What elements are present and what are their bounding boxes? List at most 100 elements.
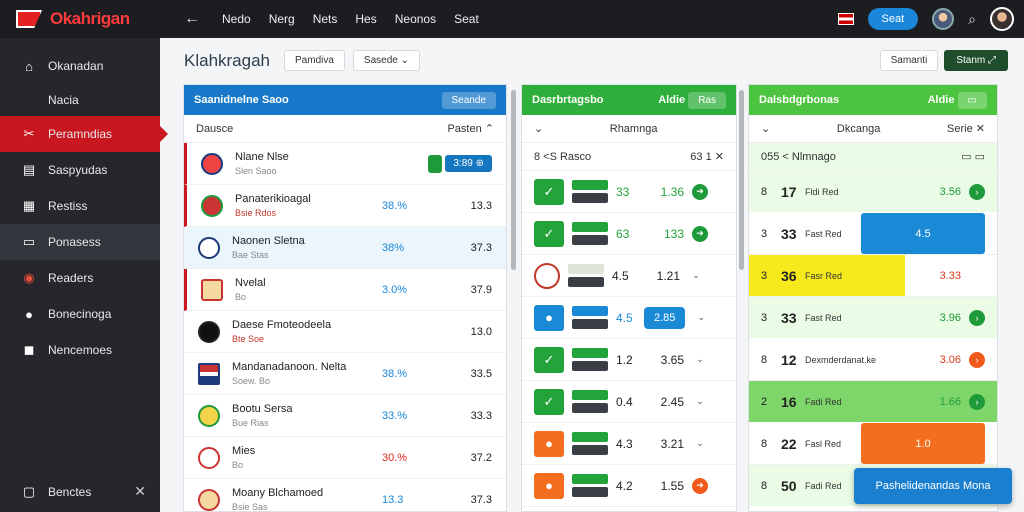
odds-value: 133: [663, 226, 684, 241]
odds-row[interactable]: 4.5 3 33 Fast Red ›: [749, 213, 997, 255]
check-icon[interactable]: ✓: [534, 388, 564, 415]
table-row[interactable]: Mandanadanoon. Nelta Soew. Bo 38.% 33.5: [184, 353, 506, 395]
close-icon[interactable]: ✕: [134, 483, 146, 499]
status-icon[interactable]: [534, 262, 560, 289]
table-row[interactable]: Nlane Nlse Slen Saoo 3:89 ⊛: [184, 143, 506, 185]
score-chip[interactable]: 3:89 ⊛: [445, 155, 492, 172]
odds-row[interactable]: 8 12 Dexmderdanat.ke 3.06 ›: [749, 339, 997, 381]
action-icon[interactable]: ➜: [692, 183, 708, 200]
action-icon[interactable]: ›: [969, 393, 985, 410]
sidebar-item-home[interactable]: ⌂ Okanadan: [0, 48, 160, 84]
panel-button[interactable]: Seande: [441, 91, 496, 109]
panel-button[interactable]: ▭: [957, 92, 987, 109]
match-row[interactable]: 4.5 1.21 ⌄: [522, 255, 736, 297]
highlight-cell[interactable]: 1.0: [861, 423, 985, 464]
table-row[interactable]: Mies Bo 30.% 37.2: [184, 437, 506, 479]
table-row[interactable]: Nvelal Bo 3.0% 37.9: [184, 269, 506, 311]
top-nav-item[interactable]: Seat: [454, 12, 479, 26]
action-icon[interactable]: ⌄: [697, 312, 706, 322]
top-nav-item[interactable]: Nets: [312, 12, 338, 26]
score-control[interactable]: 3:89 ⊛: [428, 154, 492, 173]
primary-button[interactable]: Stanm ⤢: [944, 50, 1008, 71]
highlight-cell[interactable]: [749, 255, 905, 296]
status-icon[interactable]: ●: [534, 472, 564, 499]
toast-notification[interactable]: Pashelidenandas Mona: [854, 468, 1012, 504]
sidebar-item-label: Peramndias: [48, 127, 113, 141]
top-nav-item[interactable]: Neonos: [394, 12, 437, 26]
check-icon[interactable]: ✓: [534, 178, 564, 205]
table-row[interactable]: Moany Blchamoed Bsie Sas 13.3 37.3: [184, 479, 506, 511]
close-icon[interactable]: ✕: [975, 123, 985, 135]
odds-row[interactable]: 1.0 8 22 Fasl Red ›: [749, 423, 997, 465]
tag: [572, 235, 608, 245]
action-icon[interactable]: ➜: [692, 477, 708, 494]
odds-row[interactable]: 8 17 Fldi Red 3.56 ›: [749, 171, 997, 213]
profile-avatar[interactable]: [932, 8, 955, 30]
odds-row[interactable]: 2 16 Fadi Red 1.66 ›: [749, 381, 997, 423]
status-icon[interactable]: ●: [534, 430, 564, 457]
match-row[interactable]: ● 4.5 2.85 ⌄: [522, 297, 736, 339]
tag: [572, 222, 608, 232]
filter-chips[interactable]: ▭ ▭: [961, 151, 985, 163]
top-nav-item[interactable]: Hes: [355, 12, 377, 26]
sidebar-subitem[interactable]: Nacia: [0, 84, 160, 116]
scrollbar[interactable]: [739, 90, 744, 270]
action-icon[interactable]: ⌄: [696, 396, 704, 406]
sidebar-item-record[interactable]: ◉ Readers: [0, 260, 160, 296]
calendar-icon: ▤: [22, 162, 36, 177]
check-icon[interactable]: ✓: [534, 346, 564, 373]
flag-icon[interactable]: [837, 13, 854, 25]
collapse-icon[interactable]: ⌄: [761, 123, 771, 135]
action-icon[interactable]: ›: [969, 309, 985, 326]
match-row[interactable]: ✓ 0.4 2.45 ⌄: [522, 381, 736, 423]
match-row[interactable]: ✓ 63 133 ➜: [522, 213, 736, 255]
panel-button[interactable]: Ras: [688, 92, 726, 109]
match-row[interactable]: ✓ 33 1.36 ➜: [522, 171, 736, 213]
filter-button[interactable]: Pamdiva: [284, 50, 345, 71]
top-nav-item[interactable]: Nedo: [222, 12, 251, 26]
odds-row[interactable]: 3 33 Fast Red 3.96 ›: [749, 297, 997, 339]
percent-value: 3.0%: [382, 283, 408, 296]
match-row[interactable]: ✓ 1.2 3.65 ⌄: [522, 339, 736, 381]
sidebar-item-grid[interactable]: ▦ Restiss: [0, 188, 160, 224]
collapse-icon[interactable]: ⌄: [534, 123, 544, 135]
match-row[interactable]: ● 4.3 3.21 ⌄: [522, 423, 736, 465]
action-icon[interactable]: ›: [969, 183, 985, 200]
action-icon[interactable]: ➜: [692, 225, 708, 242]
sidebar-item-active[interactable]: ✂ Peramndias: [0, 116, 168, 152]
secondary-button[interactable]: Samanti: [879, 50, 939, 71]
table-row[interactable]: Bootu Sersa Bue Rias 33.% 33.3: [184, 395, 506, 437]
action-icon[interactable]: ⌄: [696, 354, 704, 364]
top-nav-item[interactable]: Nerg: [268, 12, 295, 26]
team-name: Daese Fmoteodeela: [232, 319, 332, 331]
match-row[interactable]: ● 4.2 1.55 ➜: [522, 465, 736, 507]
sidebar-item-square[interactable]: ◼ Nencemoes: [0, 332, 160, 368]
check-icon[interactable]: ✓: [534, 220, 564, 247]
table-row[interactable]: Naonen Sletna Bae Stas 38% 37.3: [184, 227, 506, 269]
score-value: 0.4: [616, 394, 633, 409]
sidebar-item-calendar[interactable]: ▤ Saspyudas: [0, 152, 160, 188]
scrollbar[interactable]: [511, 90, 516, 270]
table-row[interactable]: Panaterikioagal Bsie Rdos 38.% 13.3: [184, 185, 506, 227]
close-icon[interactable]: ✕: [714, 151, 724, 163]
sidebar-footer-label[interactable]: Benctes: [48, 484, 92, 499]
sidebar-item-chat[interactable]: ● Bonecinoga: [0, 296, 160, 332]
seat-button[interactable]: Seat: [867, 8, 919, 30]
action-icon[interactable]: ›: [969, 351, 985, 368]
app-logo[interactable]: Okahrigan: [0, 9, 160, 29]
team-sub: Slen Saoo: [235, 166, 277, 176]
toggle-icon[interactable]: [428, 154, 443, 173]
highlight-cell[interactable]: 4.5: [861, 213, 985, 254]
action-icon[interactable]: ⌄: [696, 438, 704, 448]
user-avatar[interactable]: [990, 7, 1014, 31]
odds-row[interactable]: 3 36 Fasr Red 3.33 ›: [749, 255, 997, 297]
sidebar-item-card[interactable]: ▭ Ponasess: [0, 224, 160, 260]
odds-chip[interactable]: 2.85: [644, 306, 686, 329]
action-icon[interactable]: ⌄: [692, 270, 700, 280]
back-arrow-icon[interactable]: ←: [184, 10, 200, 27]
table-row[interactable]: Daese Fmoteodeela Bte Soe 13.0: [184, 311, 506, 353]
status-icon[interactable]: ●: [534, 304, 564, 331]
sort-icon[interactable]: ⌃: [484, 123, 494, 135]
select-dropdown[interactable]: Sasede ⌄: [352, 50, 421, 71]
search-icon[interactable]: ⌕: [968, 10, 976, 27]
